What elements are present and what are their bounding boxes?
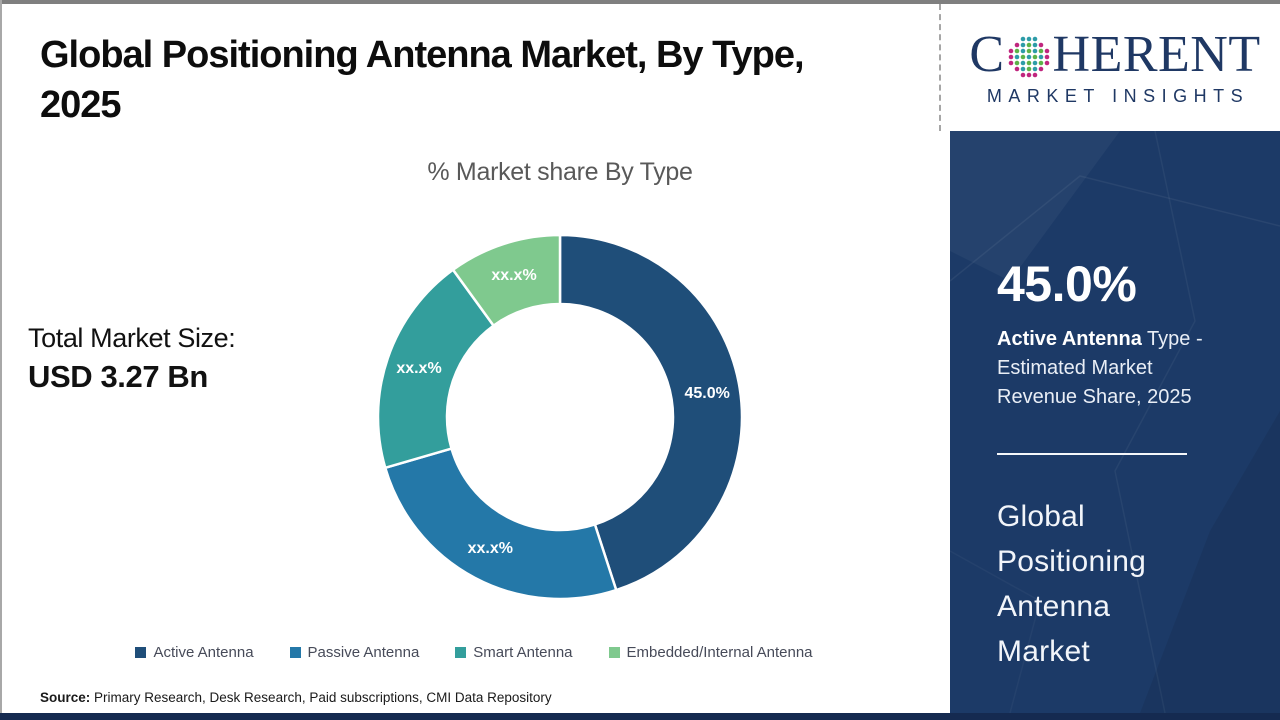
brand-logo: C HERENT MARKET INSIGHTS [950, 4, 1280, 131]
legend-label: Smart Antenna [473, 644, 573, 661]
legend-marker-icon [135, 647, 147, 658]
sidebar-market-name: Global Positioning Antenna Market [997, 500, 1146, 668]
legend-marker-icon [455, 647, 467, 658]
legend-label: Active Antenna [153, 644, 254, 661]
legend-label: Embedded/Internal Antenna [626, 644, 813, 661]
highlight-stat-value: 45.0% [997, 256, 1137, 312]
legend-marker-icon [289, 647, 301, 658]
source-text: Primary Research, Desk Research, Paid su… [90, 690, 552, 705]
donut-slice-active-antenna [558, 233, 744, 592]
donut-chart: 45.0% xx.x% xx.x% xx.x% [376, 233, 744, 601]
brand-wordmark: C HERENT [969, 25, 1261, 83]
total-market-size-value: USD 3.27 Bn [28, 359, 208, 394]
page-title: Global Positioning Antenna Market, By Ty… [40, 34, 805, 126]
legend-label: Passive Antenna [307, 644, 420, 661]
bottom-border-bar [0, 713, 1280, 720]
brand-letters-rest: HERENT [1052, 25, 1261, 83]
left-border-line [0, 0, 2, 720]
total-market-size: Total Market Size: USD 3.27 Bn [28, 320, 236, 397]
map-texture-decoration [950, 131, 1280, 713]
donut-slice-label: xx.x% [396, 360, 441, 377]
sidebar-highlight-panel: 45.0% Active Antenna Type - Estimated Ma… [950, 131, 1280, 713]
sidebar-dashed-divider [939, 4, 941, 131]
total-market-size-label: Total Market Size: [28, 323, 236, 353]
donut-slice-label: xx.x% [468, 540, 513, 557]
source-label: Source: [40, 690, 91, 705]
chart-legend: Active Antenna Passive Antenna Smart Ant… [0, 644, 948, 661]
highlight-stat-description: Active Antenna Type - Estimated Market R… [997, 325, 1217, 412]
source-note: Source: Primary Research, Desk Research,… [40, 690, 552, 705]
sidebar-divider-line [997, 453, 1187, 455]
legend-item-smart-antenna: Smart Antenna [455, 644, 573, 661]
legend-item-active-antenna: Active Antenna [135, 644, 254, 661]
highlight-stat-category: Active Antenna [997, 328, 1142, 350]
chart-title: % Market share By Type [427, 158, 693, 186]
brand-subtitle: MARKET INSIGHTS [986, 85, 1250, 106]
coherent-globe-icon [1008, 36, 1049, 77]
donut-slice-passive-antenna [383, 447, 618, 601]
highlight-stat-rest: Type - Estimated Market Revenue Share, 2… [997, 328, 1203, 408]
brand-letter-c: C [969, 25, 1005, 83]
donut-slice-label: xx.x% [491, 267, 536, 284]
donut-slice-label: 45.0% [685, 385, 730, 402]
legend-item-passive-antenna: Passive Antenna [289, 644, 420, 661]
donut-slice-embedded-internal-antenna [451, 233, 562, 327]
top-border-bar [0, 0, 1280, 4]
legend-item-embedded-internal-antenna: Embedded/Internal Antenna [608, 644, 813, 661]
legend-marker-icon [608, 647, 620, 658]
